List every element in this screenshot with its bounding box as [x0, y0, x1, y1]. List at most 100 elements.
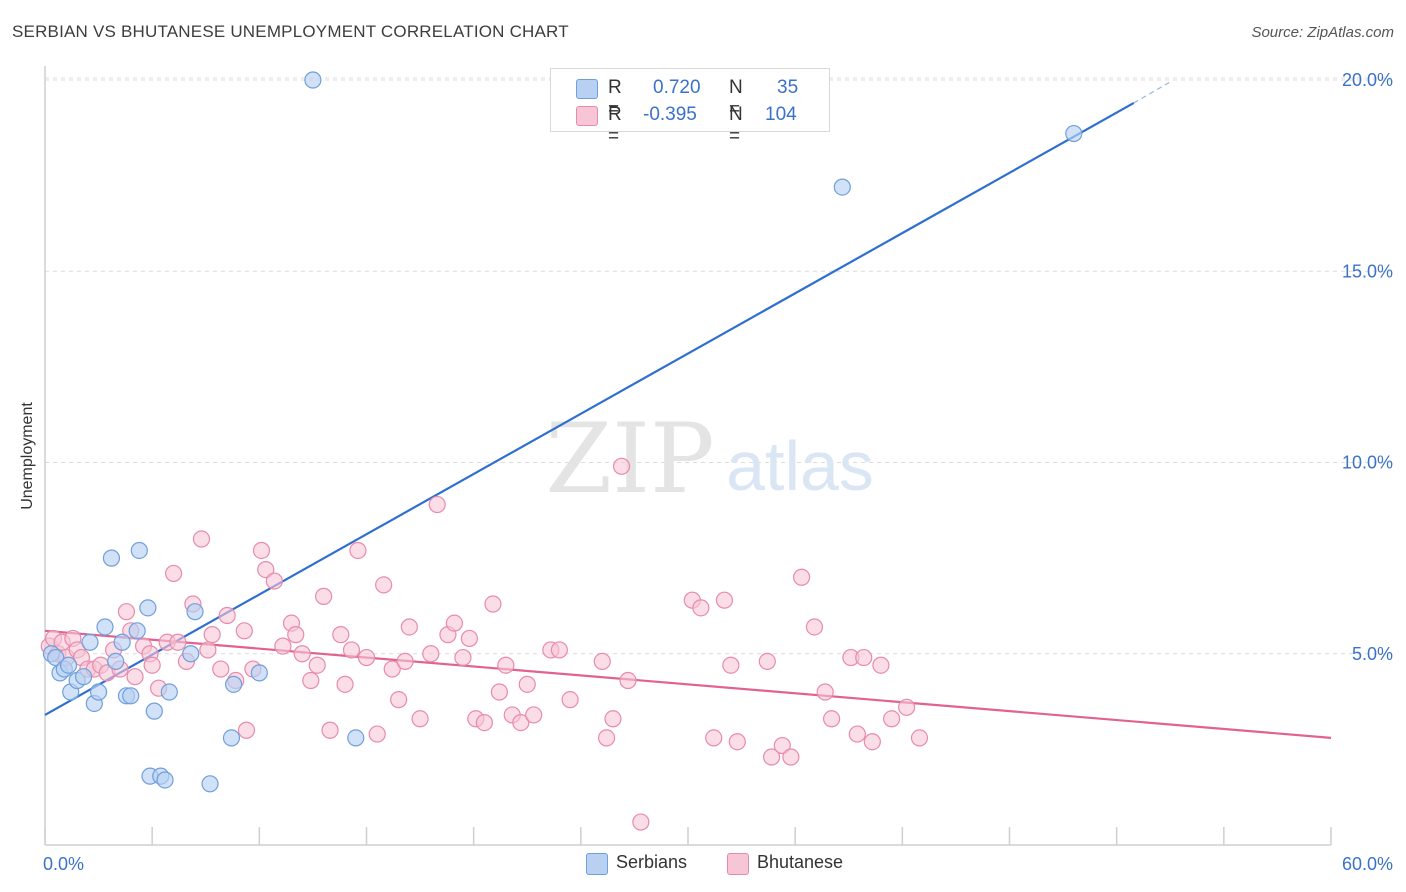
- y-tick-label: 10.0%: [1342, 453, 1393, 473]
- bhutanese-point: [872, 656, 890, 674]
- data-points: [40, 71, 1083, 831]
- bhutanese-point: [274, 637, 292, 655]
- serbians-point: [122, 687, 140, 705]
- bhutanese-point: [454, 648, 472, 667]
- bhutanese-point: [445, 614, 463, 632]
- serbians-point: [139, 599, 157, 617]
- serbians-point: [347, 729, 365, 747]
- watermark: ZIP atlas: [545, 403, 874, 515]
- tick-labels: 5.0% 10.0% 15.0% 20.0% 0.0% 60.0%: [43, 70, 1393, 874]
- source-credit: Source: ZipAtlas.com: [1251, 24, 1394, 41]
- serbians-swatch: [586, 853, 608, 875]
- chart-title: SERBIAN VS BHUTANESE UNEMPLOYMENT CORREL…: [12, 22, 569, 41]
- bhutanese-point: [898, 698, 916, 716]
- bhutanese-point: [126, 668, 144, 686]
- bhutanese-point: [715, 591, 734, 609]
- bhutanese-point: [349, 541, 367, 560]
- bhutanese-point: [692, 599, 710, 617]
- serbians-point: [201, 775, 219, 793]
- bhutanese-point: [782, 748, 800, 766]
- serbians-swatch: [576, 79, 598, 99]
- serbians-point: [160, 683, 178, 701]
- bhutanese-point: [722, 656, 740, 674]
- serbians-point: [89, 683, 108, 701]
- bhutanese-point: [550, 641, 569, 659]
- bhutanese-point: [203, 626, 221, 644]
- n-value: 104: [765, 104, 797, 125]
- serbians-point: [130, 541, 148, 560]
- bhutanese-point: [321, 721, 339, 739]
- bhutanese-point: [883, 710, 901, 728]
- bhutanese-point: [848, 725, 866, 743]
- bhutanese-point: [816, 683, 834, 701]
- serbians-point: [102, 549, 121, 567]
- bhutanese-point: [632, 813, 650, 831]
- bhutanese-point: [619, 671, 637, 690]
- bhutanese-point: [383, 660, 401, 678]
- bhutanese-point: [332, 626, 350, 644]
- serbians-point: [225, 675, 243, 693]
- bhutanese-point: [400, 618, 418, 636]
- bhutanese-swatch: [576, 106, 598, 126]
- bhutanese-point: [460, 629, 478, 648]
- bhutanese-point: [422, 645, 440, 663]
- serbians-point: [304, 71, 322, 89]
- bhutanese-point: [199, 641, 217, 659]
- x-tick-label: 60.0%: [1342, 854, 1393, 874]
- bhutanese-point: [758, 652, 776, 671]
- n-label: N =: [729, 77, 743, 120]
- n-value: 35: [777, 77, 799, 98]
- serbians-point: [222, 729, 241, 747]
- bhutanese-point: [728, 733, 746, 751]
- r-value: -0.395: [643, 104, 697, 125]
- bhutanese-point: [287, 626, 305, 644]
- bhutanese-point: [512, 713, 530, 732]
- serbians-trend-extension: [1133, 81, 1171, 104]
- watermark-atlas: atlas: [726, 427, 874, 505]
- serbians-point: [156, 771, 174, 789]
- bhutanese-point: [342, 641, 361, 659]
- bhutanese-point: [143, 656, 161, 674]
- serbians-point: [186, 603, 204, 621]
- bhutanese-label: Bhutanese: [757, 852, 844, 872]
- bhutanese-point: [390, 691, 408, 709]
- bhutanese-point: [315, 587, 333, 605]
- bhutanese-point: [252, 541, 271, 560]
- bhutanese-point: [165, 564, 183, 583]
- bhutanese-point: [192, 530, 211, 548]
- bhutanese-point: [518, 675, 536, 693]
- y-tick-label: 20.0%: [1342, 70, 1393, 90]
- y-tick-label: 5.0%: [1352, 644, 1393, 664]
- bhutanese-point: [302, 671, 320, 690]
- grid-layer: [45, 77, 1391, 655]
- bhutanese-trend-line: [44, 629, 1332, 739]
- bhutanese-point: [490, 683, 508, 701]
- serbians-trend-line: [44, 101, 1135, 716]
- r-label: R =: [608, 77, 622, 120]
- serbians-point: [96, 618, 114, 636]
- bhutanese-point: [597, 729, 616, 747]
- bhutanese-point: [375, 576, 393, 594]
- bhutanese-point: [762, 748, 781, 766]
- serbians-point: [59, 656, 78, 674]
- bhutanese-point: [411, 710, 429, 728]
- bhutanese-point: [863, 733, 881, 751]
- serbians-point: [145, 702, 163, 720]
- serbians-point: [107, 652, 125, 671]
- bhutanese-point: [265, 572, 283, 590]
- bhutanese-point: [484, 595, 502, 613]
- x-tick-label: 0.0%: [43, 854, 84, 874]
- bhutanese-point: [218, 606, 236, 625]
- r-label: R =: [608, 104, 622, 147]
- watermark-zip: ZIP: [545, 403, 714, 515]
- bhutanese-point: [612, 457, 631, 475]
- bhutanese-point: [293, 645, 311, 663]
- serbians-point: [833, 178, 851, 196]
- axes-layer: [44, 66, 1332, 846]
- bhutanese-point: [705, 729, 723, 747]
- correlation-legend: R = 0.720 N = 35 R = -0.395 N = 104: [550, 68, 830, 147]
- n-label: N =: [729, 104, 743, 147]
- serbians-point: [113, 633, 131, 651]
- serbians-point: [1065, 124, 1083, 143]
